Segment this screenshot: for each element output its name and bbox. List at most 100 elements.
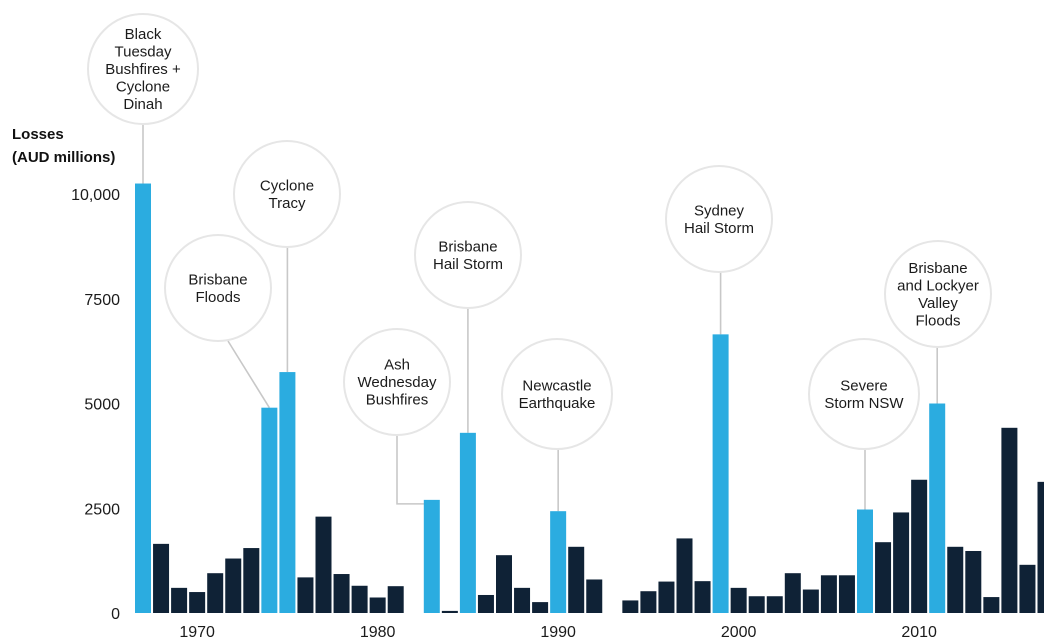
bar <box>893 512 910 613</box>
annotation-text-line: Black <box>125 26 162 43</box>
annotation-leader-line <box>396 435 432 505</box>
bar <box>640 591 657 613</box>
annotation-text-line: Brisbane <box>188 271 247 288</box>
bar <box>748 596 765 613</box>
bar-highlight <box>712 334 729 613</box>
bar <box>622 600 639 613</box>
bar <box>568 546 585 613</box>
bar <box>838 575 855 613</box>
bar-highlight <box>135 183 151 613</box>
bar <box>496 555 512 613</box>
annotation-text-line: Tuesday <box>115 44 172 61</box>
bar <box>694 581 711 613</box>
bar-highlight <box>423 499 440 613</box>
bar-highlight <box>857 509 873 613</box>
bar <box>676 538 693 613</box>
bar <box>532 602 549 613</box>
bar <box>477 594 494 613</box>
bar <box>730 587 747 613</box>
annotation-text-line: Bushfires <box>366 392 429 409</box>
annotation-text-line: Hail Storm <box>684 220 754 237</box>
annotation-leader-line <box>227 340 271 409</box>
x-tick-label: 1970 <box>179 624 215 641</box>
bar-highlight <box>261 407 278 613</box>
annotation-text-line: Ash <box>384 357 410 374</box>
x-tick-label: 1980 <box>360 624 396 641</box>
annotation-circle <box>87 13 199 125</box>
bar <box>351 585 368 613</box>
annotation-text-line: Dinah <box>123 96 162 113</box>
annotation-circle <box>501 338 613 450</box>
x-tick-label: 1990 <box>540 624 576 641</box>
bar <box>947 546 964 613</box>
annotation-circle <box>808 338 920 450</box>
annotation-text-line: Cyclone <box>116 79 170 96</box>
bar <box>243 548 260 613</box>
bars <box>135 183 1044 613</box>
x-tick-label: 2000 <box>721 624 757 641</box>
bar <box>441 610 458 613</box>
bar <box>875 542 892 613</box>
annotation-text-line: Severe <box>840 377 888 394</box>
bar <box>514 587 531 613</box>
annotation-circle <box>343 328 451 436</box>
bar <box>207 573 224 613</box>
y-tick-label: 0 <box>111 606 120 623</box>
bar <box>766 596 783 613</box>
y-axis-ticks: 0 2500 5000 7500 10,000 <box>71 187 120 623</box>
bar-highlight <box>550 511 567 613</box>
bar <box>1001 427 1018 613</box>
y-axis-label-line-1: Losses <box>12 126 64 143</box>
y-tick-label: 5000 <box>84 397 120 414</box>
bar <box>297 577 314 613</box>
y-tick-label: 2500 <box>84 501 120 518</box>
bar <box>315 516 332 613</box>
annotation-text-line: Sydney <box>694 202 745 219</box>
bar-highlight <box>929 403 946 613</box>
annotation-leaders <box>142 124 938 512</box>
bar <box>802 589 819 613</box>
annotation-text-line: Brisbane <box>908 260 967 277</box>
bar <box>1019 564 1036 613</box>
bar <box>189 592 206 613</box>
bar <box>965 550 982 613</box>
bar <box>1037 481 1044 613</box>
bar <box>225 558 242 613</box>
annotation-circle <box>884 240 992 348</box>
annotation-text-line: Hail Storm <box>433 256 503 273</box>
annotation-text-line: Brisbane <box>438 238 497 255</box>
y-tick-label: 10,000 <box>71 187 120 204</box>
annotation-text-line: Bushfires + <box>105 61 181 78</box>
y-axis-label-line-2: (AUD millions) <box>12 149 115 166</box>
annotation-circle <box>233 140 341 248</box>
bar <box>784 573 801 613</box>
annotation-text-line: and Lockyer <box>897 277 979 294</box>
bar <box>658 581 675 613</box>
bar-highlight <box>459 432 476 613</box>
bar-highlight <box>279 372 296 613</box>
annotation-text-line: Wednesday <box>358 374 437 391</box>
bar <box>820 575 837 613</box>
annotation-circle <box>414 201 522 309</box>
bar <box>153 543 170 613</box>
x-axis-ticks: 1970 1980 1990 2000 2010 <box>179 624 937 641</box>
annotation-text-line: Tracy <box>269 195 306 212</box>
y-tick-label: 7500 <box>84 292 120 309</box>
annotation-text-line: Floods <box>195 289 240 306</box>
annotation-text-line: Storm NSW <box>824 395 904 412</box>
annotation-text-line: Floods <box>915 312 960 329</box>
bar <box>983 597 1000 613</box>
bar <box>171 587 188 613</box>
bar <box>387 586 404 613</box>
annotation-text-line: Earthquake <box>519 395 596 412</box>
bar <box>369 597 386 613</box>
